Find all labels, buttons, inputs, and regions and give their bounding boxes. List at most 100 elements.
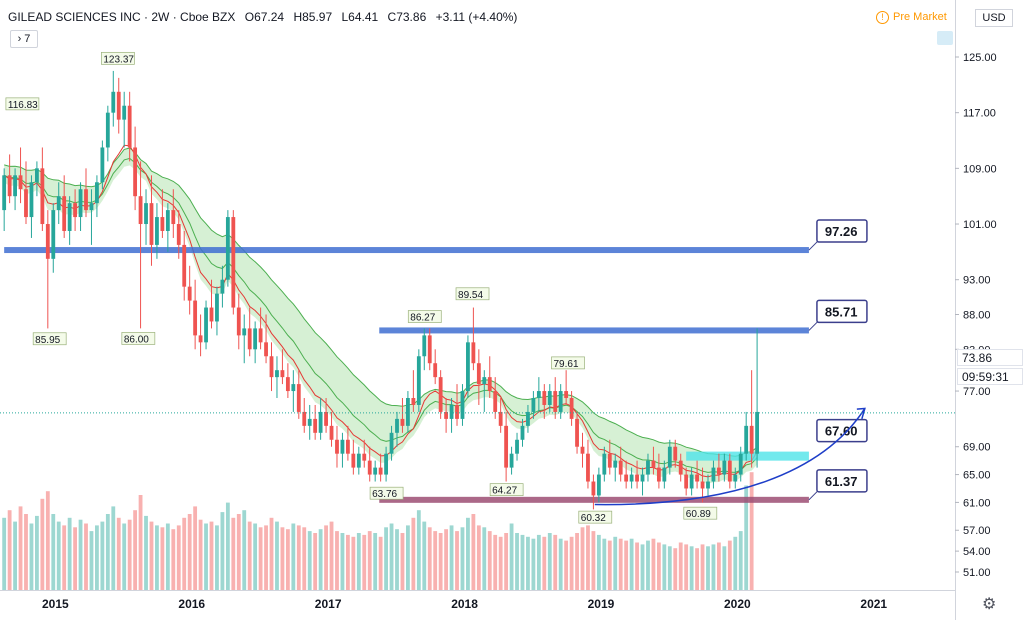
volume-bar [466, 517, 470, 590]
extreme-label: 86.27 [410, 313, 435, 324]
candle-body [51, 210, 56, 259]
candle-body [684, 474, 689, 489]
volume-bar [613, 536, 618, 590]
candle-body [531, 398, 536, 412]
volume-bar [127, 519, 132, 590]
volume-bar [378, 536, 383, 590]
candle-body [498, 411, 503, 426]
candle-body [629, 474, 634, 482]
extreme-label: 64.27 [492, 486, 517, 497]
volume-bar [356, 533, 361, 590]
volume-bar [176, 525, 181, 590]
premarket-indicator[interactable]: ! Pre Market [876, 11, 947, 24]
volume-bar [482, 527, 487, 590]
volume-bar [667, 546, 672, 590]
candle-body [416, 356, 421, 405]
extreme-label: 63.76 [372, 489, 397, 500]
candle-body [84, 189, 88, 211]
volume-bar [406, 525, 410, 590]
extreme-label: 89.54 [458, 290, 483, 301]
extreme-label: 123.37 [103, 54, 134, 65]
price-tick-label: 54.00 [963, 546, 991, 558]
candle-body [7, 175, 12, 197]
volume-bar [656, 542, 661, 590]
volume-bar [596, 534, 601, 590]
candle-body [280, 370, 285, 378]
volume-bar [444, 529, 449, 590]
zone-callout-label: 67.60 [825, 424, 858, 439]
volume-bar [547, 533, 552, 590]
candle-body [400, 418, 405, 426]
currency-button[interactable]: USD [975, 9, 1013, 27]
candle-body [378, 467, 383, 475]
fullscreen-icon[interactable] [937, 31, 953, 45]
candle-body [258, 328, 263, 343]
zone-callout-box [816, 418, 868, 443]
volume-bar [624, 540, 629, 590]
candle-body [695, 474, 699, 482]
candle-body [62, 196, 67, 231]
candle-body [269, 356, 274, 378]
candle-body [433, 363, 438, 378]
volume-bar [575, 533, 579, 590]
price-tick-label: 109.00 [963, 163, 997, 175]
volume-bar [427, 527, 432, 590]
candle-body [215, 293, 219, 322]
volume-bar [258, 527, 263, 590]
bar-countdown: 09:59:31 [957, 368, 1023, 385]
candle-body [144, 203, 148, 225]
volume-bar [733, 536, 738, 590]
candle-body [569, 398, 574, 419]
extreme-label: 60.32 [581, 513, 606, 524]
volume-bar [526, 536, 530, 590]
extreme-label-box [32, 332, 67, 346]
candle-body [716, 467, 721, 475]
ohlc-high: H85.97 [293, 10, 333, 24]
volume-bar [455, 531, 459, 590]
candle-body [356, 453, 361, 468]
volume-bar [296, 525, 301, 590]
candle-body [755, 411, 760, 454]
candle-body [345, 439, 350, 454]
volume-bar [105, 514, 110, 590]
extreme-label: 60.89 [686, 509, 711, 520]
candle-body [727, 460, 732, 482]
volume-bar [193, 506, 198, 590]
candle-body [187, 286, 192, 301]
volume-bar [738, 531, 743, 590]
candle-body [640, 474, 645, 482]
volume-bar [198, 519, 203, 590]
candle-body [242, 328, 247, 336]
volume-bar [24, 514, 28, 590]
volume-bar [247, 521, 252, 590]
price-tick-label: 117.00 [963, 108, 996, 120]
candle-body [89, 203, 94, 211]
candle-body [558, 391, 563, 412]
gear-icon[interactable]: ⚙ [982, 596, 997, 613]
candle-body [116, 91, 121, 120]
candle-body [460, 391, 465, 419]
candle-body [171, 210, 176, 225]
symbol-title[interactable]: GILEAD SCIENCES INC · 2W · Cboe BZX [8, 10, 236, 24]
price-tick-label: 125.00 [963, 52, 997, 64]
volume-bar [449, 525, 454, 590]
volume-bar [302, 527, 307, 590]
price-change: +3.11 (+4.40%) [435, 10, 518, 24]
candle-body [193, 300, 198, 336]
price-tick-label: 51.00 [963, 567, 991, 579]
price-tick-label: 57.00 [963, 525, 991, 537]
candle-body [67, 203, 72, 231]
volume-bar [651, 538, 656, 590]
volume-bar [329, 521, 334, 590]
candle-body [264, 342, 268, 357]
premarket-label: Pre Market [893, 11, 947, 23]
volume-bar [493, 534, 498, 590]
candle-body [160, 217, 165, 231]
time-tick-label: 2020 [724, 597, 751, 611]
interval-selector[interactable]: › 7 [10, 30, 38, 48]
volume-bar [640, 544, 645, 590]
candle-body [324, 411, 328, 426]
candle-body [509, 453, 514, 468]
volume-bar [553, 534, 558, 590]
